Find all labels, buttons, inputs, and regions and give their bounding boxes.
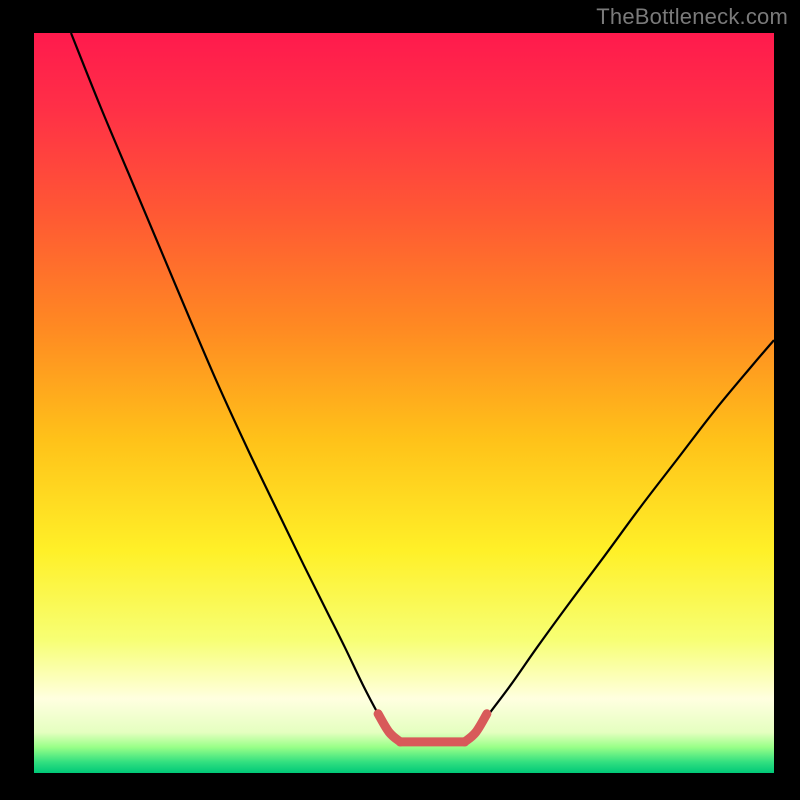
- chart-container: TheBottleneck.com: [0, 0, 800, 800]
- plot-gradient-background: [34, 33, 774, 773]
- watermark-label: TheBottleneck.com: [596, 4, 788, 30]
- bottleneck-chart: [0, 0, 800, 800]
